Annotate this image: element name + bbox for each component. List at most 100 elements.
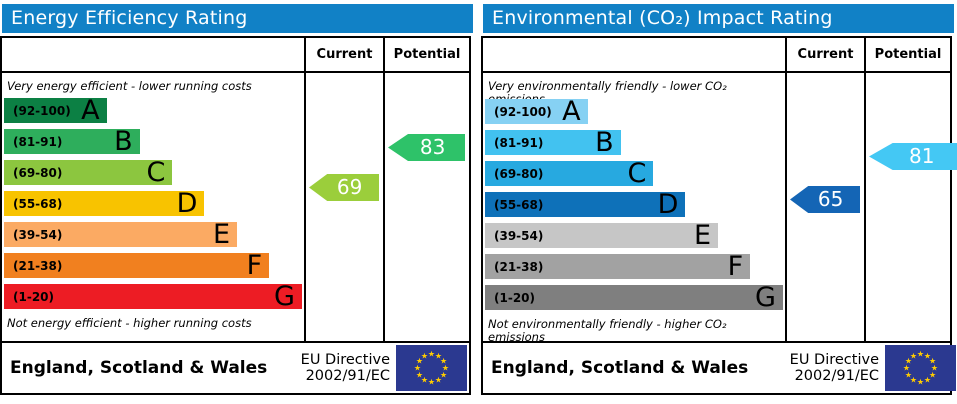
- band-letter: A: [81, 95, 100, 126]
- svg-text:★: ★: [435, 376, 442, 385]
- band-letter: A: [562, 96, 581, 127]
- band-f: (21-38) F: [485, 251, 785, 285]
- epc-rating-charts: Energy Efficiency Rating Current Potenti…: [0, 0, 957, 395]
- band-letter: D: [657, 189, 679, 220]
- svg-text:★: ★: [910, 351, 917, 360]
- band-letter: B: [114, 126, 133, 157]
- table-footer-row: England, Scotland & Wales EU Directive 2…: [2, 343, 469, 393]
- table-body-row: Very environmentally friendly - lower CO…: [483, 73, 957, 344]
- table-body-row: Very energy efficient - lower running co…: [2, 73, 469, 343]
- rating-table: Current Potential Very environmentally f…: [481, 36, 957, 395]
- band-letter: B: [595, 127, 614, 158]
- band-b: (81-91) B: [4, 126, 304, 160]
- band-c: (69-80) C: [485, 158, 785, 192]
- current-rating-value: 69: [336, 175, 363, 199]
- band-letter: G: [754, 282, 776, 313]
- band-c: (69-80) C: [4, 157, 304, 191]
- svg-text:★: ★: [910, 376, 917, 385]
- band-range: (21-38): [13, 258, 63, 273]
- band-range: (81-91): [494, 135, 544, 150]
- bottom-note: Not environmentally friendly - higher CO…: [488, 317, 727, 344]
- svg-text:★: ★: [440, 371, 447, 380]
- svg-text:★: ★: [440, 357, 447, 366]
- band-range: (21-38): [494, 259, 544, 274]
- table-header-row: Current Potential: [2, 38, 469, 73]
- panel-title: Environmental (CO₂) Impact Rating: [483, 4, 954, 33]
- band-range: (55-68): [13, 196, 63, 211]
- top-note: Very environmentally friendly - lower CO…: [488, 79, 727, 106]
- eu-directive-label: EU Directive 2002/91/EC: [790, 352, 885, 384]
- table-header-row: Current Potential: [483, 38, 950, 73]
- svg-text:★: ★: [905, 357, 912, 366]
- panel-title: Energy Efficiency Rating: [2, 4, 473, 33]
- environmental-impact-panel: Environmental (CO₂) Impact Rating Curren…: [481, 0, 957, 395]
- band-letter: C: [627, 158, 647, 189]
- svg-text:★: ★: [421, 351, 428, 360]
- bands-cell: Very environmentally friendly - lower CO…: [483, 73, 785, 344]
- band-range: (69-80): [13, 165, 63, 180]
- eu-flag-icon: ★ ★★★★★★★★★★★: [885, 345, 956, 391]
- band-letter: E: [213, 219, 231, 250]
- current-rating-arrow: 69: [309, 174, 379, 201]
- header-spacer-cell: [2, 38, 304, 71]
- band-range: (92-100): [13, 103, 71, 118]
- eu-directive-line1: EU Directive: [300, 352, 390, 368]
- bottom-note: Not energy efficient - higher running co…: [7, 316, 252, 330]
- band-e: (39-54) E: [4, 219, 304, 253]
- band-letter: F: [727, 251, 744, 282]
- current-rating-cell: 69: [304, 73, 383, 341]
- band-d: (55-68) D: [4, 188, 304, 222]
- svg-text:★: ★: [435, 351, 442, 360]
- potential-column-header: Potential: [864, 38, 950, 71]
- svg-text:★: ★: [428, 350, 435, 359]
- energy-efficiency-panel: Energy Efficiency Rating Current Potenti…: [0, 0, 477, 395]
- band-d: (55-68) D: [485, 189, 785, 223]
- rating-table: Current Potential Very energy efficient …: [0, 36, 471, 395]
- potential-rating-cell: 81: [864, 73, 957, 341]
- potential-column-header: Potential: [383, 38, 469, 71]
- band-g: (1-20) G: [4, 281, 304, 315]
- rating-bands: (92-100) A (81-91) B (69-80) C (55-68) D (39…: [483, 96, 785, 316]
- band-letter: G: [273, 281, 295, 312]
- band-a: (92-100) A: [4, 95, 304, 129]
- svg-text:★: ★: [924, 376, 931, 385]
- band-e: (39-54) E: [485, 220, 785, 254]
- svg-text:★: ★: [416, 371, 423, 380]
- bands-cell: Very energy efficient - lower running co…: [2, 73, 304, 341]
- current-column-header: Current: [304, 38, 383, 71]
- svg-text:★: ★: [905, 371, 912, 380]
- band-letter: F: [246, 250, 263, 281]
- band-range: (1-20): [13, 289, 54, 304]
- potential-rating-value: 81: [909, 144, 935, 168]
- svg-text:★: ★: [414, 364, 421, 373]
- svg-text:★: ★: [929, 371, 936, 380]
- band-range: (39-54): [13, 227, 63, 242]
- region-label: England, Scotland & Wales: [10, 358, 268, 378]
- svg-text:★: ★: [442, 364, 449, 373]
- table-footer-row: England, Scotland & Wales EU Directive 2…: [483, 343, 956, 393]
- top-note: Very energy efficient - lower running co…: [7, 79, 252, 93]
- eu-directive-line1: EU Directive: [789, 352, 879, 368]
- potential-rating-cell: 83: [383, 73, 469, 341]
- current-column-header: Current: [785, 38, 864, 71]
- band-range: (39-54): [494, 228, 544, 243]
- band-range: (1-20): [494, 290, 535, 305]
- band-b: (81-91) B: [485, 127, 785, 161]
- svg-text:★: ★: [931, 364, 938, 373]
- header-spacer-cell: [483, 38, 785, 71]
- svg-text:★: ★: [416, 357, 423, 366]
- band-letter: E: [694, 220, 712, 251]
- band-range: (69-80): [494, 166, 544, 181]
- potential-rating-arrow: 83: [388, 134, 465, 161]
- potential-rating-value: 83: [419, 135, 446, 159]
- svg-text:★: ★: [929, 357, 936, 366]
- svg-text:★: ★: [421, 376, 428, 385]
- svg-text:★: ★: [917, 350, 924, 359]
- eu-directive-line2: 2002/91/EC: [794, 368, 879, 384]
- band-letter: D: [176, 188, 198, 219]
- band-letter: C: [146, 157, 166, 188]
- svg-text:★: ★: [924, 351, 931, 360]
- band-range: (92-100): [494, 104, 552, 119]
- eu-directive-label: EU Directive 2002/91/EC: [301, 352, 396, 384]
- band-range: (55-68): [494, 197, 544, 212]
